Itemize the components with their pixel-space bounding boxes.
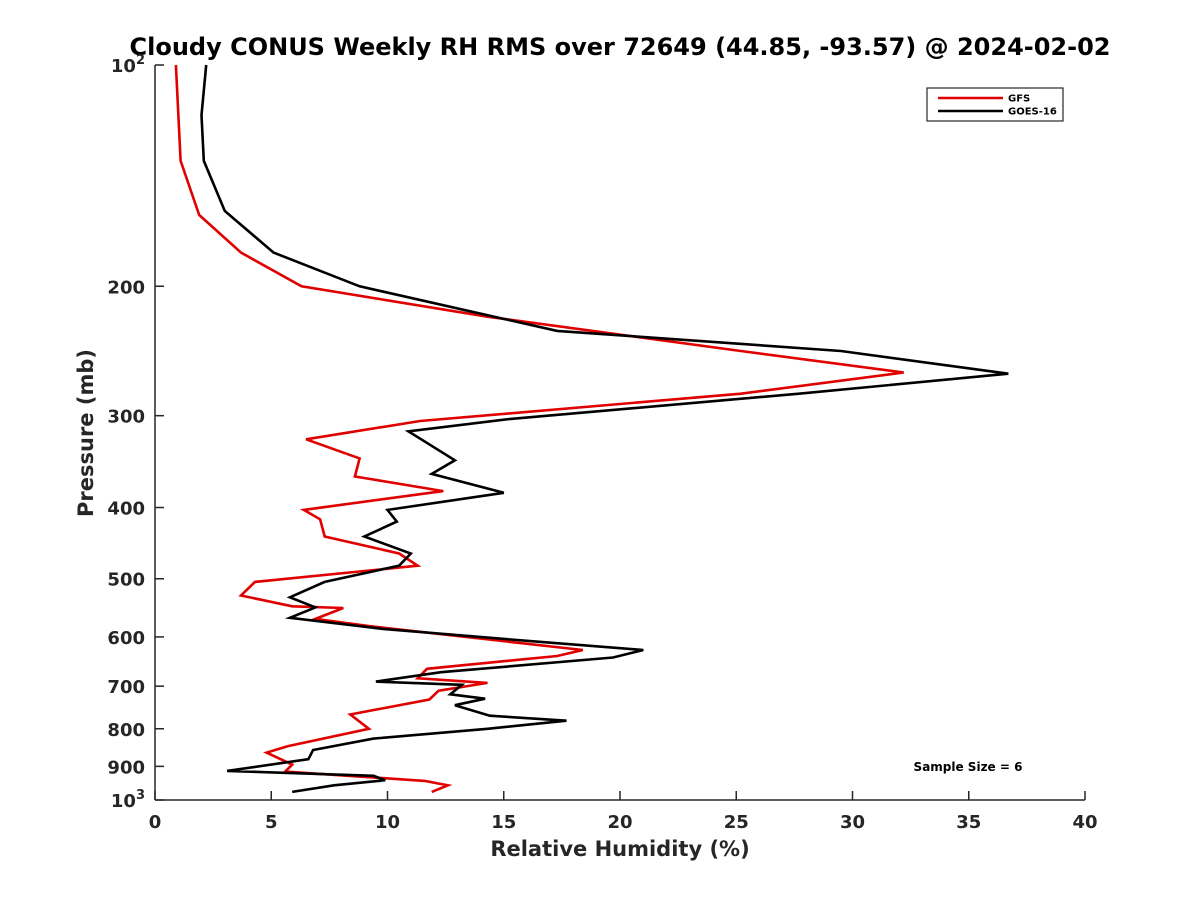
y-tick-label: 700 bbox=[107, 677, 145, 698]
chart-title: Cloudy CONUS Weekly RH RMS over 72649 (4… bbox=[130, 33, 1111, 61]
legend-box bbox=[926, 87, 1064, 122]
y-axis-label: Pressure (mb) bbox=[74, 349, 98, 517]
x-tick-label: 30 bbox=[840, 812, 865, 833]
legend-label-goes-16: GOES-16 bbox=[1008, 107, 1057, 118]
series-line-goes-16 bbox=[200, 64, 1009, 794]
y-tick-label: 300 bbox=[107, 407, 145, 428]
x-tick-label: 25 bbox=[724, 812, 749, 833]
y-tick-label: 103 bbox=[111, 788, 145, 812]
y-tick-exponent: 3 bbox=[136, 788, 145, 803]
x-tick-label: 0 bbox=[149, 812, 162, 833]
legend: GFS GOES-16 bbox=[926, 87, 1064, 122]
y-tick-label: 102 bbox=[111, 53, 145, 77]
y-tick-label: 400 bbox=[107, 499, 145, 520]
legend-label-gfs: GFS bbox=[1008, 94, 1030, 105]
y-tick-label: 800 bbox=[107, 720, 145, 741]
y-tick-label: 900 bbox=[107, 757, 145, 778]
sample-size-annotation: Sample Size = 6 bbox=[914, 760, 1023, 774]
series-group bbox=[174, 64, 1009, 794]
y-tick-base: 10 bbox=[111, 791, 136, 812]
x-axis-label: Relative Humidity (%) bbox=[490, 837, 749, 861]
x-ticks: 0 5 10 15 20 25 30 35 40 bbox=[149, 791, 1098, 833]
y-tick-label: 200 bbox=[107, 277, 145, 298]
series-line-gfs bbox=[174, 64, 904, 794]
x-tick-label: 10 bbox=[375, 812, 400, 833]
x-tick-label: 15 bbox=[491, 812, 516, 833]
y-tick-exponent: 2 bbox=[136, 53, 145, 68]
x-tick-label: 40 bbox=[1072, 812, 1097, 833]
x-tick-label: 35 bbox=[956, 812, 981, 833]
y-tick-base: 10 bbox=[111, 56, 136, 77]
x-tick-label: 20 bbox=[607, 812, 632, 833]
legend-items: GFS GOES-16 bbox=[938, 94, 1057, 118]
y-tick-label: 600 bbox=[107, 628, 145, 649]
y-tick-label: 500 bbox=[107, 570, 145, 591]
x-tick-label: 5 bbox=[265, 812, 278, 833]
